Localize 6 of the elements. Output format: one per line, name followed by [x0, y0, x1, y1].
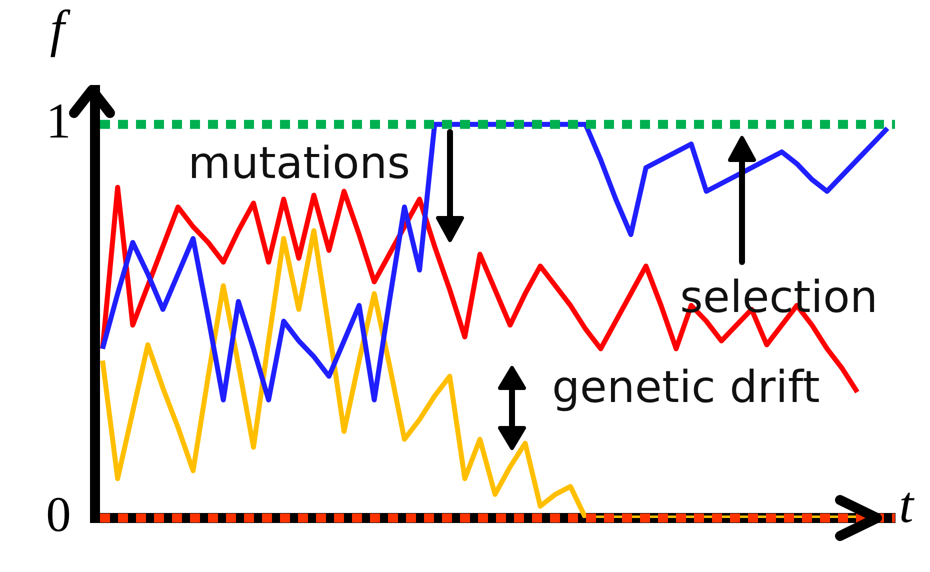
annotation: mutations [188, 138, 410, 189]
y-tick-label: 1 [46, 92, 71, 148]
annotation: selection [680, 272, 878, 323]
x-axis-title: t [899, 476, 914, 535]
y-tick-label: 0 [46, 486, 71, 542]
annotation: genetic drift [552, 362, 820, 413]
